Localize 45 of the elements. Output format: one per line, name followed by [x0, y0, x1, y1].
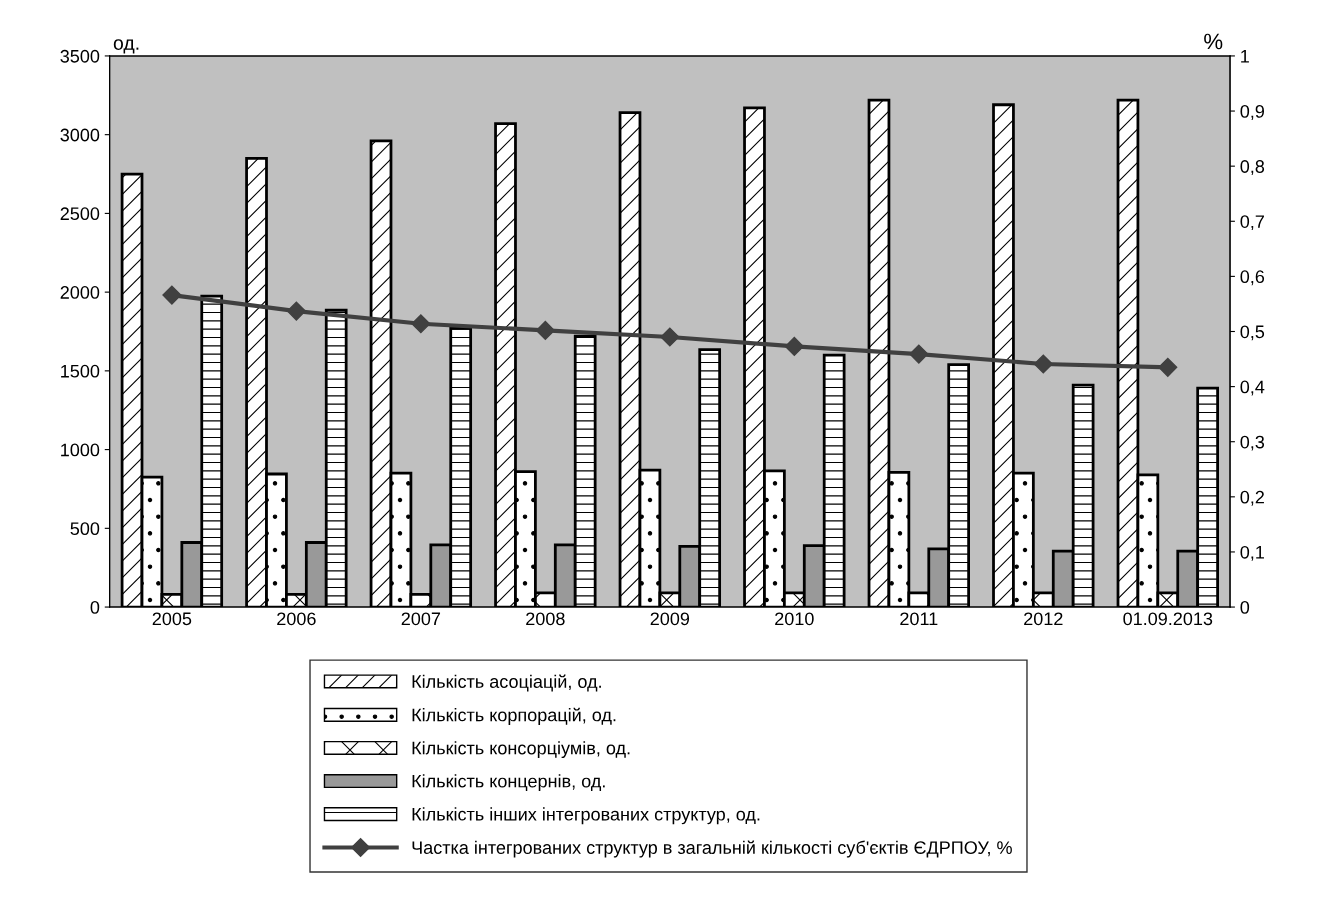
point — [535, 320, 555, 340]
y2-tick-label: 0,5 — [1240, 325, 1265, 341]
y-tick-label: 3000 — [60, 128, 100, 142]
y2-tick-label: 0,4 — [1240, 380, 1265, 396]
y-tick-label: 1500 — [61, 364, 100, 378]
point — [411, 314, 431, 334]
y2-tick-label: 0,9 — [1240, 104, 1265, 120]
x-tick-label: 2008 — [526, 612, 565, 626]
x-tick-label: 01.09.2013 — [1123, 612, 1213, 626]
y2-tick-label: 0,6 — [1240, 270, 1265, 286]
point — [909, 344, 929, 364]
legend-label: Кількість корпорацій, од. — [412, 707, 616, 725]
x-tick-label: 2009 — [650, 612, 690, 626]
point — [1158, 357, 1178, 377]
y-tick-label: 500 — [70, 522, 100, 536]
y2-tick-label: 0,8 — [1240, 160, 1265, 176]
legend-label: Кількість консорціумів, од. — [412, 741, 630, 759]
y2-tick-label: 1 — [1241, 50, 1249, 63]
y-axis-title: од. — [113, 39, 139, 54]
y2-tick-label: 0 — [1240, 600, 1250, 614]
x-tick-label: 2007 — [401, 612, 441, 626]
y-tick-label: 0 — [90, 600, 100, 614]
y2-axis-title: % — [1204, 33, 1223, 50]
x-tick-label: 2010 — [775, 612, 814, 626]
x-tick-label: 2012 — [1024, 612, 1063, 626]
y-tick-label: 1000 — [61, 443, 100, 457]
legend-label: Кількість інших інтегрованих структур, од. — [412, 807, 760, 825]
y-tick-label: 3500 — [60, 49, 100, 63]
y2-tick-label: 0,2 — [1240, 490, 1264, 506]
x-tick-label: 2006 — [277, 612, 316, 626]
point — [1033, 354, 1053, 374]
y-tick-label: 2000 — [60, 286, 100, 299]
legend-label: Кількість концернів, од. — [412, 774, 605, 792]
point — [286, 301, 306, 321]
point — [660, 327, 680, 347]
y-tick-label: 2500 — [60, 207, 100, 221]
y2-tick-label: 0,3 — [1240, 435, 1265, 451]
y2-tick-label: 0,1 — [1240, 545, 1264, 561]
x-tick-label: 2011 — [900, 612, 938, 626]
x-tick-label: 2005 — [152, 612, 192, 626]
point — [162, 285, 182, 305]
legend-label: Частка інтегрованих структур в загальній кількості суб'єктів ЄДРПОУ, % — [412, 840, 1012, 858]
y2-tick-label: 0,7 — [1240, 215, 1264, 231]
point — [784, 336, 804, 356]
legend-label: Кількість асоціацій, од. — [412, 674, 601, 692]
